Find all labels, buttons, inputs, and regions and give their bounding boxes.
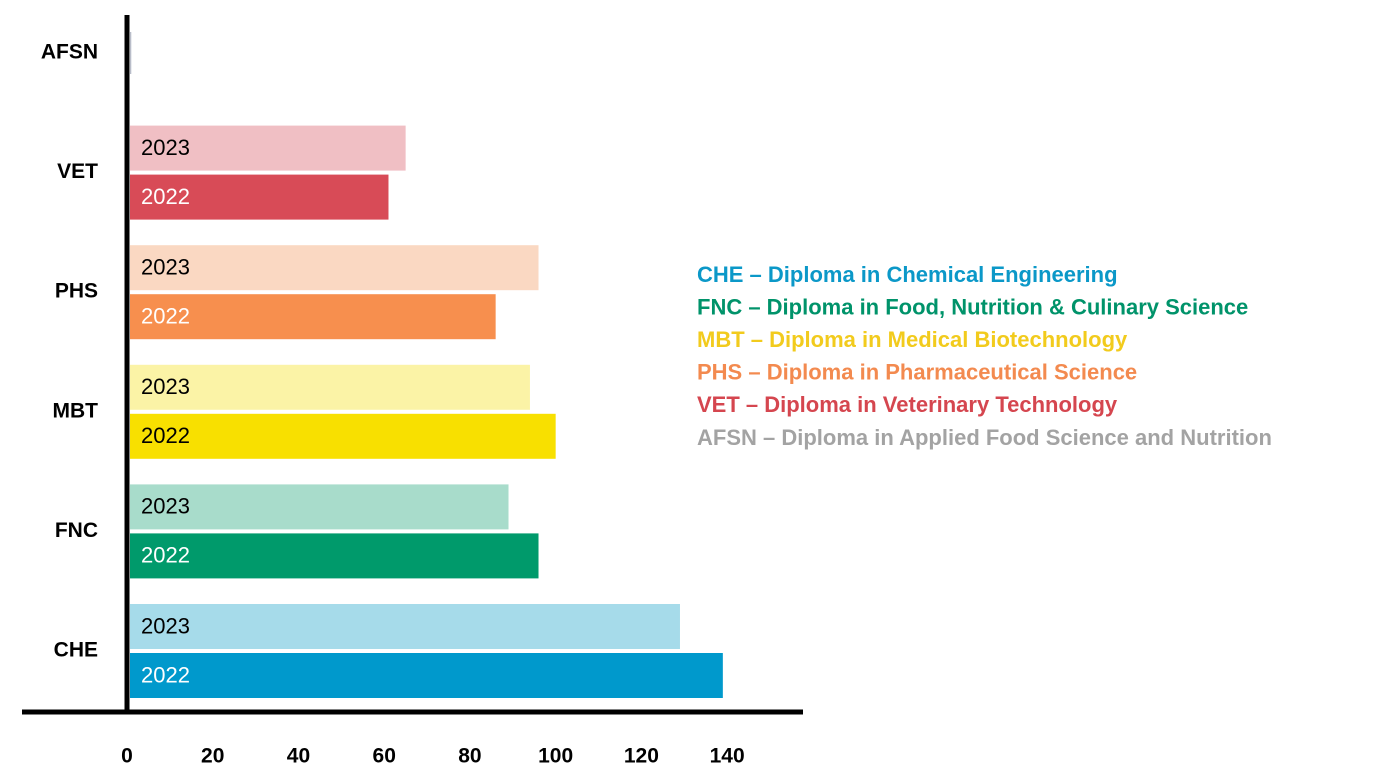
legend-entry: VET – Diploma in Veterinary Technology xyxy=(697,392,1118,417)
category-label: MBT xyxy=(53,399,99,422)
bar-label: 2023 xyxy=(141,374,190,399)
legend-entry: PHS – Diploma in Pharmaceutical Science xyxy=(697,360,1137,385)
legend-entry: MBT – Diploma in Medical Biotechnology xyxy=(697,327,1128,352)
bar-label: 2023 xyxy=(141,613,190,638)
x-tick-label: 40 xyxy=(287,745,310,767)
x-tick-label: 80 xyxy=(458,745,481,767)
bar-label: 2023 xyxy=(141,255,190,280)
bar xyxy=(130,533,539,579)
bar-label: 2022 xyxy=(141,423,190,448)
category-label: PHS xyxy=(55,280,98,303)
x-tick-label: 20 xyxy=(201,745,224,767)
bar xyxy=(130,174,389,220)
bar xyxy=(130,32,132,74)
category-label: VET xyxy=(57,160,98,183)
bar-label: 2022 xyxy=(141,543,190,568)
category-label: CHE xyxy=(54,639,98,662)
x-tick-label: 140 xyxy=(710,745,745,767)
legend-entry: FNC – Diploma in Food, Nutrition & Culin… xyxy=(697,294,1248,319)
x-tick-label: 100 xyxy=(538,745,573,767)
bar xyxy=(130,294,496,340)
bar-label: 2022 xyxy=(141,304,190,329)
bar-label: 2022 xyxy=(141,184,190,209)
legend-entry: AFSN – Diploma in Applied Food Science a… xyxy=(697,425,1272,450)
x-tick-label: 120 xyxy=(624,745,659,767)
bar-label: 2022 xyxy=(141,662,190,687)
category-label: AFSN xyxy=(41,41,98,64)
bar xyxy=(130,604,680,649)
x-tick-label: 0 xyxy=(121,745,133,767)
bar xyxy=(130,484,509,530)
bar xyxy=(130,364,530,410)
bar xyxy=(130,125,406,171)
bar-label: 2023 xyxy=(141,494,190,519)
bar xyxy=(130,245,539,291)
bar-label: 2023 xyxy=(141,135,190,160)
bar xyxy=(130,413,556,459)
x-tick-label: 60 xyxy=(373,745,396,767)
legend-entry: CHE – Diploma in Chemical Engineering xyxy=(697,262,1118,287)
category-label: FNC xyxy=(55,519,98,542)
bar xyxy=(130,653,723,698)
